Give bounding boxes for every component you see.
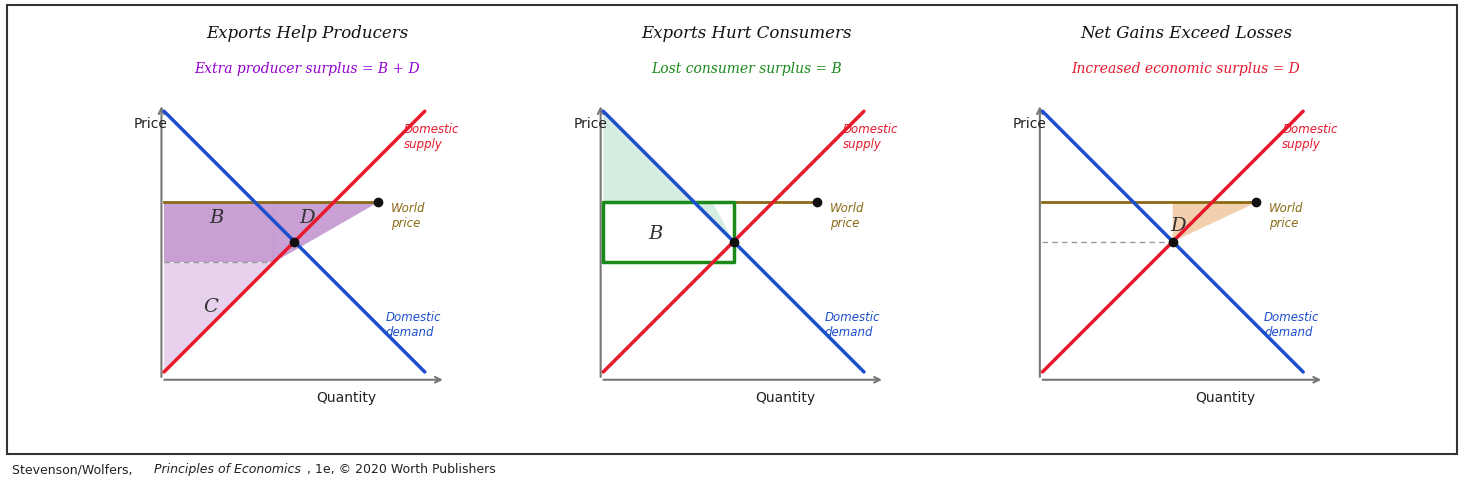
Polygon shape bbox=[164, 202, 274, 263]
Text: World
price: World price bbox=[391, 201, 426, 229]
Text: B: B bbox=[649, 225, 663, 243]
Text: World
price: World price bbox=[830, 201, 865, 229]
Text: Domestic
demand: Domestic demand bbox=[824, 311, 880, 339]
Text: Domestic
supply: Domestic supply bbox=[1282, 123, 1338, 151]
Text: D: D bbox=[300, 209, 315, 227]
Text: Price: Price bbox=[135, 117, 168, 131]
Text: Domestic
supply: Domestic supply bbox=[843, 123, 899, 151]
Text: Exports Help Producers: Exports Help Producers bbox=[206, 25, 408, 42]
Text: C: C bbox=[203, 298, 218, 316]
Text: Net Gains Exceed Losses: Net Gains Exceed Losses bbox=[1080, 25, 1291, 42]
Text: Domestic
supply: Domestic supply bbox=[404, 123, 460, 151]
Text: Extra producer surplus = B + D: Extra producer surplus = B + D bbox=[195, 62, 420, 76]
Text: D: D bbox=[1170, 217, 1186, 235]
Text: Lost consumer surplus = B: Lost consumer surplus = B bbox=[651, 62, 842, 76]
Text: Price: Price bbox=[1013, 117, 1047, 131]
Text: Domestic
demand: Domestic demand bbox=[1263, 311, 1319, 339]
Text: Quantity: Quantity bbox=[316, 391, 376, 405]
Text: Quantity: Quantity bbox=[1195, 391, 1255, 405]
Polygon shape bbox=[1173, 202, 1256, 242]
Text: Stevenson/Wolfers,: Stevenson/Wolfers, bbox=[12, 464, 136, 476]
Text: Principles of Economics: Principles of Economics bbox=[154, 464, 300, 476]
Polygon shape bbox=[603, 111, 733, 242]
Text: Price: Price bbox=[574, 117, 608, 131]
Text: Quantity: Quantity bbox=[755, 391, 815, 405]
Text: B: B bbox=[209, 209, 224, 227]
Polygon shape bbox=[274, 202, 378, 263]
Text: Domestic
demand: Domestic demand bbox=[385, 311, 441, 339]
Text: World
price: World price bbox=[1269, 201, 1304, 229]
Text: Increased economic surplus = D: Increased economic surplus = D bbox=[1072, 62, 1300, 76]
Polygon shape bbox=[164, 263, 274, 372]
Text: , 1e, © 2020 Worth Publishers: , 1e, © 2020 Worth Publishers bbox=[307, 464, 496, 476]
Text: Exports Hurt Consumers: Exports Hurt Consumers bbox=[641, 25, 852, 42]
